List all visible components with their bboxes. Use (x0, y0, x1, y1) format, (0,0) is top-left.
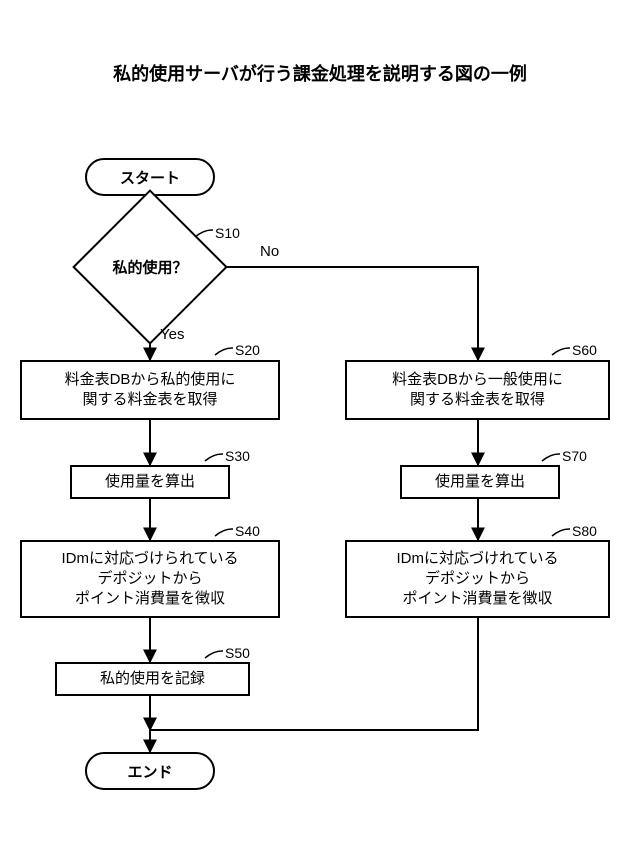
diagram-title: 私的使用サーバが行う課金処理を説明する図の一例 (0, 60, 640, 86)
flowchart-edges (0, 0, 640, 844)
branch-label-no: No (260, 243, 279, 260)
terminal-start-label: スタート (120, 167, 180, 188)
step-label-s50: S50 (225, 645, 250, 661)
process-s60-label: 料金表DBから一般使用に 関する料金表を取得 (392, 370, 563, 411)
step-label-s10: S10 (215, 225, 240, 241)
branch-label-yes: Yes (160, 326, 184, 343)
process-s50-label: 私的使用を記録 (100, 669, 205, 689)
process-s30: 使用量を算出 (70, 465, 230, 499)
process-s20: 料金表DBから私的使用に 関する料金表を取得 (20, 360, 280, 420)
process-s50: 私的使用を記録 (55, 662, 250, 696)
process-s70: 使用量を算出 (400, 465, 560, 499)
step-label-s60: S60 (572, 342, 597, 358)
flowchart-canvas: 私的使用サーバが行う課金処理を説明する図の一例 スタート 私的使用？ 料金表DB… (0, 0, 640, 844)
step-label-s80: S80 (572, 523, 597, 539)
process-s80: IDmに対応づけれている デポジットから ポイント消費量を徴収 (345, 540, 610, 618)
process-s80-label: IDmに対応づけれている デポジットから ポイント消費量を徴収 (396, 549, 558, 610)
step-label-s20: S20 (235, 342, 260, 358)
step-label-s30: S30 (225, 448, 250, 464)
process-s70-label: 使用量を算出 (435, 472, 525, 492)
process-s40-label: IDmに対応づけられている デポジットから ポイント消費量を徴収 (61, 549, 238, 610)
process-s40: IDmに対応づけられている デポジットから ポイント消費量を徴収 (20, 540, 280, 618)
step-label-s40: S40 (235, 523, 260, 539)
decision-private-use: 私的使用？ (95, 212, 205, 322)
process-s60: 料金表DBから一般使用に 関する料金表を取得 (345, 360, 610, 420)
process-s20-label: 料金表DBから私的使用に 関する料金表を取得 (65, 370, 236, 411)
process-s30-label: 使用量を算出 (105, 472, 195, 492)
step-label-s70: S70 (562, 448, 587, 464)
terminal-end: エンド (85, 752, 215, 790)
decision-label: 私的使用？ (112, 257, 187, 278)
terminal-end-label: エンド (127, 761, 172, 782)
